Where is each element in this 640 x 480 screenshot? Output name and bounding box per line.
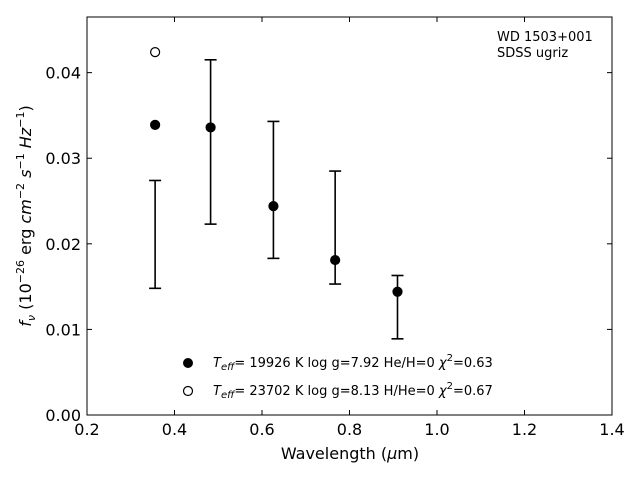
x-tick-label: 1.2 (512, 420, 537, 439)
legend-marker-filled (183, 358, 193, 368)
y-tick-label: 0.00 (45, 406, 81, 425)
model-point-filled (330, 254, 341, 266)
model-point-filled (150, 119, 161, 130)
legend-entry-1: Teff= 19926 K log g=7.92 He/H=0 χ2=0.63 (213, 353, 493, 373)
x-tick-label: 1.0 (424, 420, 449, 439)
y-tick-label: 0.02 (45, 235, 81, 254)
data-markers (150, 46, 403, 297)
model-point-filled (268, 201, 279, 212)
legend-entry-2: Teff= 23702 K log g=8.13 H/He=0 χ2=0.67 (213, 381, 493, 401)
x-axis-title: Wavelength (μm) (281, 444, 419, 463)
x-tick-label: 0.8 (337, 420, 362, 439)
axis-ticks: 0.2 0.4 0.6 0.8 1.0 1.2 1.4 0.00 0.01 0.02 0.03 0.0… (45, 17, 625, 439)
y-axis-title: fν (10−26 erg cm−2 s−1 Hz−1) (14, 105, 38, 326)
x-tick-label: 0.4 (162, 420, 187, 439)
y-tick-label: 0.03 (45, 149, 81, 168)
legend: Teff= 19926 K log g=7.92 He/H=0 χ2=0.63 … (182, 353, 493, 401)
y-tick-label: 0.04 (45, 64, 81, 83)
annotation-object: WD 1503+001 (497, 30, 593, 45)
model-point-filled (392, 286, 403, 297)
legend-marker-open (182, 385, 194, 397)
x-tick-label: 1.4 (599, 420, 624, 439)
annotation-filters: SDSS ugriz (497, 46, 568, 61)
x-tick-label: 0.6 (249, 420, 274, 439)
model-point-filled (205, 122, 216, 133)
error-bars (149, 58, 404, 340)
model-point-open (150, 46, 161, 58)
y-tick-label: 0.01 (45, 320, 81, 339)
x-tick-label: 0.2 (74, 420, 99, 439)
